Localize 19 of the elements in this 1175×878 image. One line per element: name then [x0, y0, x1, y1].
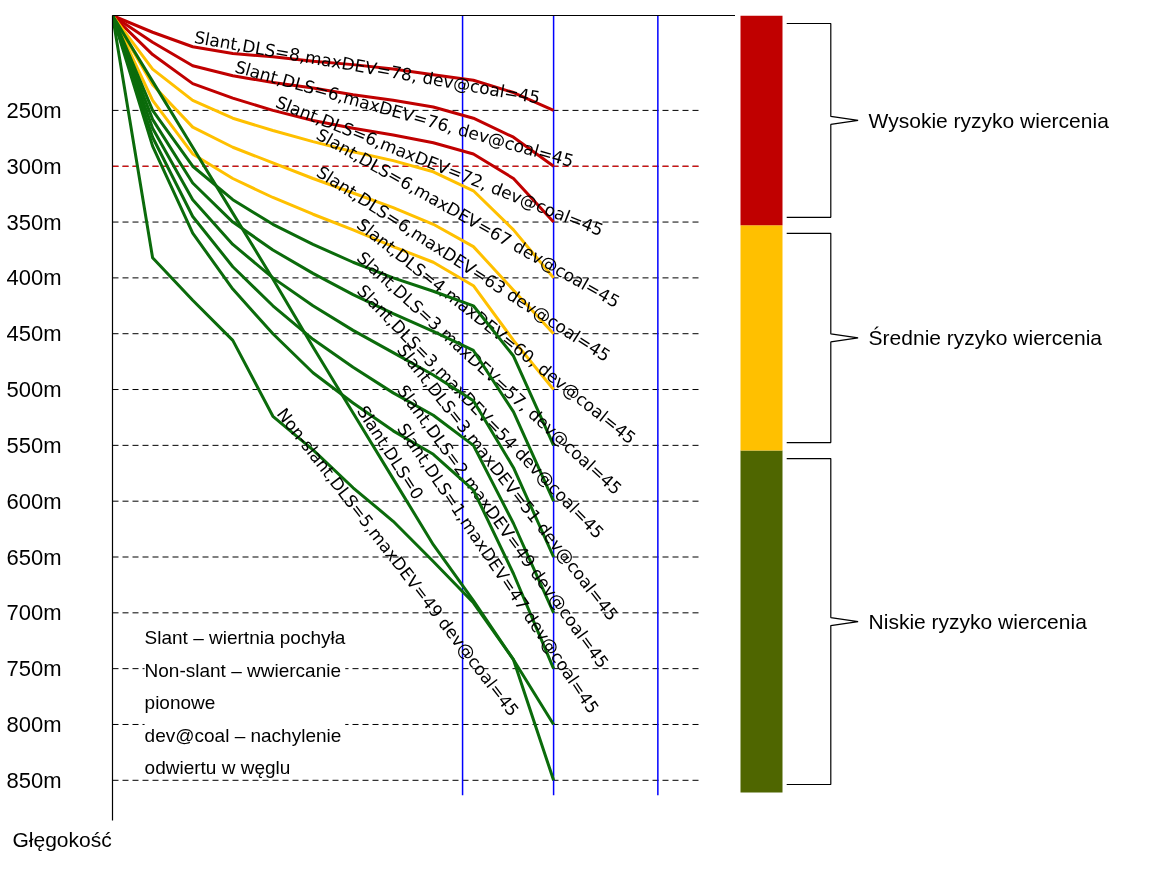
y-axis-title: Głęgokość — [12, 827, 112, 851]
text: Niskie ryzyko wiercenia — [868, 610, 1088, 634]
y-tick-label: 500m — [6, 377, 62, 403]
y-tick-label: 700m — [6, 600, 62, 626]
annotation: Slant – wiertnia pochyła — [144, 627, 346, 649]
text: Wysokie ryzyko wiercenia — [868, 108, 1110, 132]
y-tick-label: 850m — [6, 767, 62, 793]
y-tick-label: 350m — [6, 209, 62, 235]
y-tick-label: 300m — [6, 153, 62, 179]
y-tick-label: 650m — [6, 544, 62, 570]
annotation: dev@coal – nachylenie odwiertu w węglu — [144, 724, 342, 779]
text: Średnie ryzyko wiercenia — [868, 326, 1103, 350]
y-tick-label: 550m — [6, 432, 62, 458]
y-tick-label: 800m — [6, 711, 62, 737]
y-tick-label: 750m — [6, 656, 62, 682]
y-tick-label: 450m — [6, 321, 62, 347]
y-tick-label: 250m — [6, 97, 62, 123]
y-tick-label: 400m — [6, 265, 62, 291]
y-tick-label: 600m — [6, 488, 62, 514]
